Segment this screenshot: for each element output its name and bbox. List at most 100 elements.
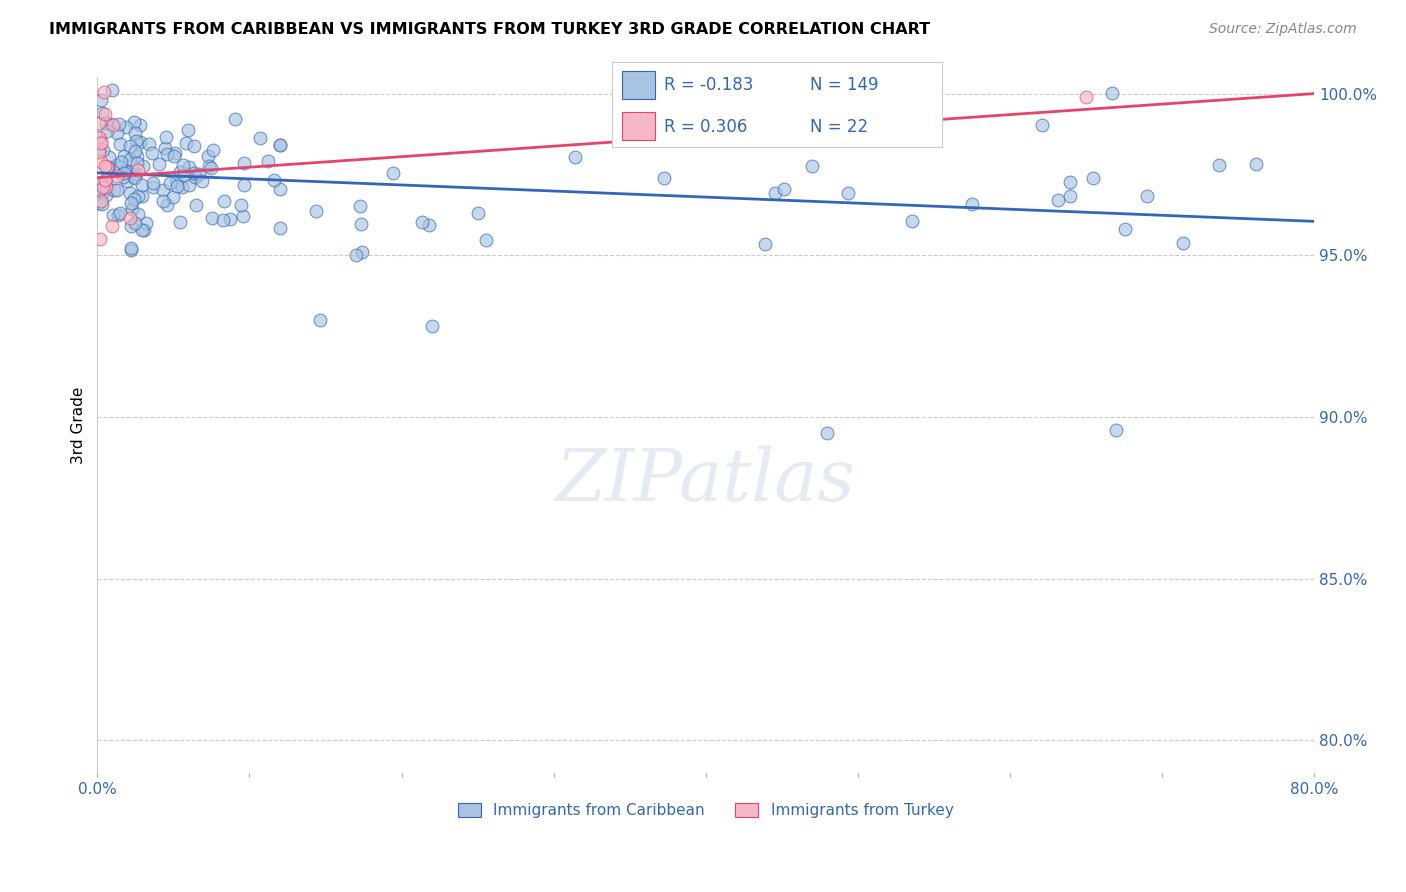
Point xyxy=(134,223,156,237)
Point xyxy=(815,426,838,441)
Point xyxy=(103,183,125,197)
Point xyxy=(224,112,246,126)
Point xyxy=(94,159,117,173)
Point xyxy=(142,180,165,194)
Point xyxy=(219,211,242,226)
Point xyxy=(127,206,149,220)
Point xyxy=(170,179,193,194)
Point xyxy=(1059,175,1081,189)
Point xyxy=(90,194,112,208)
Point xyxy=(772,182,794,196)
Point xyxy=(249,130,271,145)
Point xyxy=(96,124,118,138)
Point xyxy=(960,196,983,211)
Point xyxy=(120,243,142,257)
Point xyxy=(138,136,160,151)
Point xyxy=(89,116,111,130)
Point xyxy=(93,173,115,187)
Point xyxy=(153,141,176,155)
Point xyxy=(894,128,917,143)
Point xyxy=(201,143,224,157)
Point xyxy=(420,319,443,334)
Point xyxy=(110,155,132,169)
Point xyxy=(269,181,291,195)
Point xyxy=(212,194,235,209)
Point xyxy=(90,196,112,211)
Text: IMMIGRANTS FROM CARIBBEAN VS IMMIGRANTS FROM TURKEY 3RD GRADE CORRELATION CHART: IMMIGRANTS FROM CARIBBEAN VS IMMIGRANTS … xyxy=(49,22,931,37)
Point xyxy=(179,160,201,174)
Point xyxy=(156,146,179,161)
Point xyxy=(184,170,207,185)
Point xyxy=(1031,118,1053,132)
Point xyxy=(131,178,153,192)
Point xyxy=(233,156,256,170)
Point xyxy=(125,149,148,163)
Point xyxy=(754,236,776,251)
Point xyxy=(108,117,131,131)
Point xyxy=(110,206,132,220)
Point xyxy=(128,118,150,132)
Legend: Immigrants from Caribbean, Immigrants from Turkey: Immigrants from Caribbean, Immigrants fr… xyxy=(451,797,959,824)
Point xyxy=(263,173,285,187)
Y-axis label: 3rd Grade: 3rd Grade xyxy=(72,386,86,464)
Point xyxy=(381,166,404,180)
Point xyxy=(305,204,328,219)
Point xyxy=(232,210,254,224)
Text: R = -0.183: R = -0.183 xyxy=(665,77,754,95)
Point xyxy=(94,188,117,202)
Point xyxy=(90,93,112,107)
Point xyxy=(256,153,278,168)
Point xyxy=(166,178,188,193)
Point xyxy=(1083,171,1105,186)
Point xyxy=(411,214,433,228)
Point xyxy=(120,219,142,234)
Point xyxy=(212,213,235,227)
Point xyxy=(467,205,489,219)
Point xyxy=(131,189,153,203)
Point xyxy=(105,158,128,172)
Point xyxy=(183,166,205,180)
Point xyxy=(125,167,148,181)
Point xyxy=(418,219,440,233)
Point xyxy=(177,178,200,192)
Point xyxy=(89,232,111,246)
Point xyxy=(201,211,224,226)
Point xyxy=(176,136,198,150)
Point xyxy=(94,115,117,129)
Point xyxy=(141,145,163,160)
Point xyxy=(124,216,146,230)
Point xyxy=(131,223,153,237)
Point xyxy=(349,199,371,213)
Point xyxy=(103,208,125,222)
Point xyxy=(652,171,675,186)
Point xyxy=(183,139,205,153)
Point xyxy=(186,198,208,212)
Point xyxy=(1244,157,1267,171)
Point xyxy=(91,180,114,194)
Point xyxy=(475,233,498,247)
Point xyxy=(344,248,367,262)
Point xyxy=(89,145,111,159)
Point xyxy=(198,159,221,173)
Point xyxy=(922,87,945,101)
Point xyxy=(1136,188,1159,202)
Point xyxy=(105,126,128,140)
Point xyxy=(90,136,112,150)
Point xyxy=(98,149,121,163)
Point xyxy=(1105,423,1128,437)
Point xyxy=(97,161,120,175)
Point xyxy=(91,105,114,120)
Point xyxy=(118,153,141,167)
Point xyxy=(105,182,128,196)
Point xyxy=(564,150,586,164)
Point xyxy=(108,160,131,174)
Point xyxy=(127,163,149,178)
Point xyxy=(800,159,823,173)
Point xyxy=(269,137,291,152)
Text: Source: ZipAtlas.com: Source: ZipAtlas.com xyxy=(1209,22,1357,37)
Point xyxy=(122,170,145,185)
Text: N = 22: N = 22 xyxy=(810,118,868,136)
Point xyxy=(1047,193,1070,207)
Point xyxy=(107,169,129,183)
Point xyxy=(107,208,129,222)
